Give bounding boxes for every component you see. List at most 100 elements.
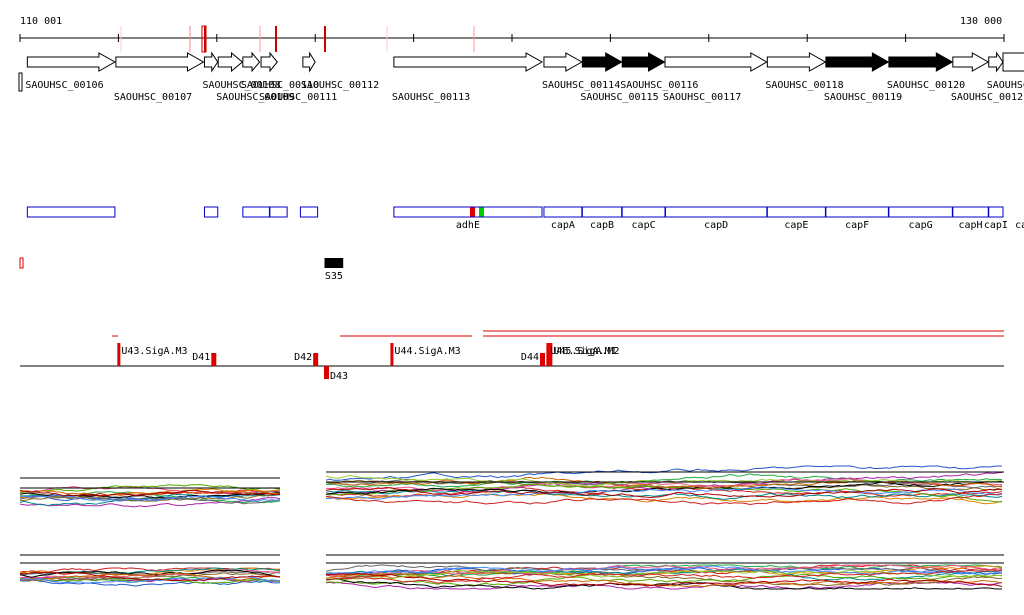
operon-box[interactable] bbox=[242, 206, 270, 218]
gene-label: SAOUHSC_00116 bbox=[620, 80, 698, 91]
gene-label: SAOUHSC_00122 bbox=[987, 80, 1024, 91]
expression-line bbox=[19, 495, 281, 505]
site-marker[interactable]: D41 bbox=[192, 352, 217, 366]
axis-ruler bbox=[19, 25, 1005, 53]
site-marker[interactable]: D42 bbox=[294, 352, 319, 366]
gene-arrow[interactable]: SAOUHSC_00108 bbox=[202, 51, 281, 91]
expression-line bbox=[19, 492, 281, 502]
gene-arrow[interactable]: SAOUHSC_00115 bbox=[580, 52, 659, 103]
operon-box[interactable]: capF bbox=[825, 206, 889, 231]
gene-label: SAOUHSC_00110 bbox=[241, 80, 319, 91]
gene-arrow[interactable]: SAOUHSC_00113 bbox=[392, 52, 544, 103]
gene-arrow[interactable]: SAOUHSC_00117 bbox=[663, 52, 768, 103]
gene-label: SAOUHSC_00114 bbox=[542, 80, 620, 91]
gene-arrow[interactable]: SAOUHSC_0012 bbox=[1002, 52, 1024, 91]
site-label: D42 bbox=[294, 352, 312, 363]
site-marker[interactable]: U43.SigA.M3 bbox=[117, 343, 188, 366]
expression-line bbox=[325, 489, 1003, 500]
gene-label: SAOUHSC_00109 bbox=[216, 92, 294, 103]
gene-arrow[interactable]: SAOUHSC_00116 bbox=[620, 52, 698, 91]
gene-label: SAOUHSC_00111 bbox=[259, 92, 337, 103]
operon-label: capJ bbox=[1015, 220, 1024, 231]
gene-arrow[interactable]: SAOUHSC_00107 bbox=[114, 52, 205, 103]
srna-feature[interactable]: S35 bbox=[324, 258, 344, 282]
operon-box[interactable] bbox=[299, 206, 319, 218]
operon-label: capF bbox=[845, 220, 869, 231]
read-marker bbox=[201, 25, 207, 53]
site-label: D44 bbox=[521, 352, 539, 363]
gene-arrow[interactable]: SAOUHSC_00109 bbox=[216, 51, 295, 103]
operon-box[interactable] bbox=[26, 206, 116, 218]
rbs-green-marker bbox=[479, 207, 484, 217]
site-marker[interactable]: U44.SigA.M3 bbox=[390, 343, 461, 366]
gene-arrow[interactable]: SAOUHSC_00106 bbox=[25, 52, 116, 91]
partial-gene-left[interactable] bbox=[18, 72, 23, 92]
gene-arrow[interactable]: SAOUHSC_00111 bbox=[259, 51, 337, 103]
expression-panel-1 bbox=[19, 465, 1004, 508]
expression-line bbox=[325, 465, 1002, 481]
site-label: U44.SigA.M3 bbox=[394, 346, 460, 357]
site-track: U43.SigA.M3 D41 D42 D43 U44.SigA.M3 D44 U45.Si… bbox=[20, 330, 1004, 382]
site-marker[interactable]: D44 bbox=[521, 352, 545, 366]
operon-track: adhE capA capB capC capD capE capF capG capH capI… bbox=[26, 206, 1024, 231]
site-label: U43.SigA.M3 bbox=[121, 346, 187, 357]
operon-box[interactable]: capB bbox=[581, 206, 623, 231]
site-label: U46.SigA.M1 bbox=[550, 346, 616, 357]
operon-box[interactable]: capD bbox=[664, 206, 768, 231]
gene-label: SAOUHSC_00117 bbox=[663, 92, 741, 103]
operon-box[interactable]: capE bbox=[766, 206, 826, 231]
operon-box[interactable] bbox=[203, 206, 219, 218]
expression-line bbox=[19, 569, 281, 578]
expression-line bbox=[19, 572, 281, 581]
gene-arrow[interactable]: SAOUHSC_00112 bbox=[301, 51, 379, 91]
gene-arrow[interactable]: SAOUHSC_00119 bbox=[824, 52, 902, 103]
gene-arrow[interactable]: SAOUHSC_00120 bbox=[887, 52, 965, 91]
site-label: U45.SigA.M2 bbox=[553, 346, 619, 357]
site-marker[interactable]: U46.SigA.M1 bbox=[546, 343, 617, 366]
operon-label: capH bbox=[958, 220, 982, 231]
gene-label: SAOUHSC_00113 bbox=[392, 92, 470, 103]
expression-line bbox=[326, 486, 1003, 500]
gene-arrow[interactable]: SAOUHSC_00121 bbox=[951, 52, 1024, 103]
operon-label: capE bbox=[784, 220, 808, 231]
srna-label: S35 bbox=[325, 271, 343, 282]
expression-line bbox=[325, 486, 1003, 499]
gene-label: SAOUHSC_00120 bbox=[887, 80, 965, 91]
expression-line bbox=[325, 565, 1003, 576]
expression-line bbox=[325, 569, 1003, 584]
rbs-red-marker bbox=[470, 207, 475, 217]
operon-box[interactable]: adhE bbox=[393, 206, 543, 231]
gene-label: SAOUHSC_00118 bbox=[765, 80, 843, 91]
operon-box[interactable]: capC bbox=[621, 206, 666, 231]
operon-box[interactable]: capA bbox=[543, 206, 583, 231]
operon-box[interactable] bbox=[269, 206, 288, 218]
expression-line bbox=[19, 571, 281, 582]
expression-line bbox=[19, 579, 281, 587]
gene-arrow[interactable]: SAOUHSC_00118 bbox=[765, 52, 844, 91]
gene-track: SAOUHSC_00106SAOUHSC_00107SAOUHSC_00108S… bbox=[18, 51, 1024, 103]
expression-line bbox=[325, 573, 1003, 587]
operon-label: capB bbox=[590, 220, 614, 231]
operon-label: adhE bbox=[456, 220, 480, 231]
operon-box[interactable]: capI bbox=[984, 206, 1008, 231]
expression-line bbox=[325, 564, 1003, 573]
expression-line bbox=[325, 480, 1003, 495]
expression-line bbox=[19, 572, 280, 582]
operon-box[interactable]: capG bbox=[888, 206, 953, 231]
axis-start-label: 110 001 bbox=[20, 16, 62, 27]
expression-line bbox=[325, 477, 1003, 492]
gene-label: SAOUHSC_00107 bbox=[114, 92, 192, 103]
operon-label: capG bbox=[909, 220, 933, 231]
expression-line bbox=[325, 569, 1003, 581]
axis-end-label: 130 000 bbox=[960, 16, 1002, 27]
gene-arrow[interactable]: SAOUHSC_00110 bbox=[241, 51, 319, 91]
site-marker[interactable]: U45.SigA.M2 bbox=[549, 343, 620, 366]
gene-arrow[interactable]: SAOUHSC_00122 bbox=[987, 51, 1024, 91]
operon-box[interactable]: capJ bbox=[1015, 220, 1024, 231]
gene-label: SAOUHSC_00119 bbox=[824, 92, 902, 103]
site-marker[interactable]: D43 bbox=[324, 366, 348, 382]
expression-line bbox=[325, 492, 1003, 506]
gene-label: SAOUHSC_00112 bbox=[301, 80, 379, 91]
gene-arrow[interactable]: SAOUHSC_00114 bbox=[542, 52, 620, 91]
